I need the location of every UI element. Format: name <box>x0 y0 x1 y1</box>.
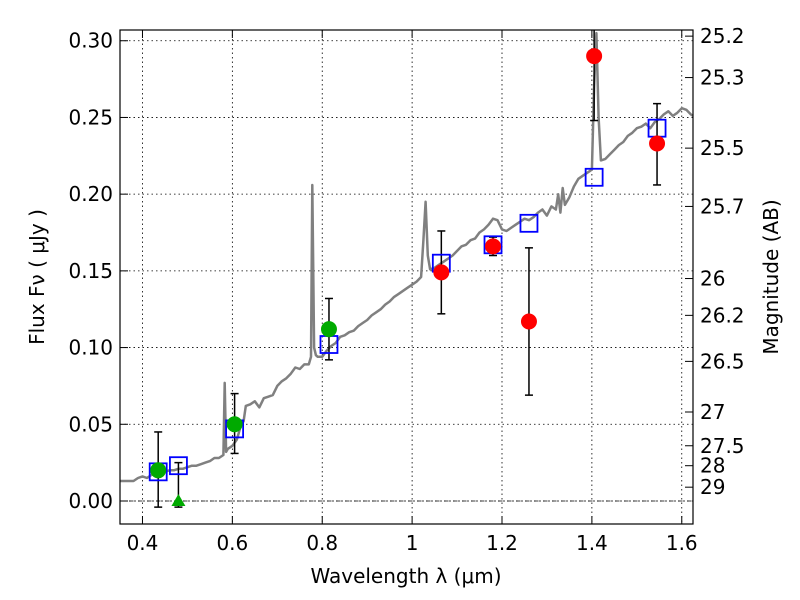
magnitude-tick-label: 25.5 <box>700 136 745 160</box>
magnitude-tick-label: 26 <box>700 267 725 291</box>
optical-flux-point <box>226 416 243 433</box>
model-photometry-square <box>584 167 604 187</box>
y-tick-label: 0.00 <box>68 489 113 513</box>
x-axis-ticks: 0.4 0.6 0.8 1 1.2 1.4 1.6 <box>127 30 698 555</box>
nir-flux-point <box>520 313 537 330</box>
magnitude-tick-label: 29 <box>700 475 725 499</box>
x-tick-label: 0.4 <box>127 531 159 555</box>
x-tick-label: 1.6 <box>666 531 698 555</box>
model-photometry-square <box>169 456 188 476</box>
y-tick-label: 0.25 <box>68 105 113 129</box>
magnitude-tick-label: 27 <box>700 400 725 424</box>
plot-frame <box>119 29 694 525</box>
x-tick-label: 1 <box>406 531 419 555</box>
y-axis-label: Flux Fν ( μJy ) <box>25 209 49 345</box>
x-tick-label: 0.8 <box>306 531 338 555</box>
y-tick-label: 0.10 <box>68 336 113 360</box>
magnitude-tick-label: 25.7 <box>700 194 745 218</box>
plot-background <box>120 30 693 524</box>
upper-limit-triangle <box>171 493 186 506</box>
nir-flux-point <box>649 135 666 152</box>
y-tick-label: 0.15 <box>68 259 113 283</box>
y-tick-label: 0.30 <box>68 29 113 53</box>
x-tick-label: 0.6 <box>216 531 248 555</box>
y-axis-ticks: 0.00 0.05 0.10 0.15 0.20 0.25 0.30 <box>68 29 128 513</box>
magnitude-tick-label: 28 <box>700 454 725 478</box>
x-tick-label: 1.2 <box>486 531 518 555</box>
nir-flux-point <box>485 238 502 255</box>
model-photometry-square <box>519 213 539 233</box>
y-tick-label: 0.20 <box>68 182 113 206</box>
magnitude-tick-label: 25.3 <box>700 66 745 90</box>
magnitude-tick-label: 26.5 <box>700 349 745 373</box>
x-axis-label: Wavelength λ (μm) <box>310 564 501 588</box>
x-tick-label: 1.4 <box>576 531 608 555</box>
nir-flux-point <box>586 48 603 65</box>
observed-points <box>150 48 666 506</box>
y-tick-label: 0.05 <box>68 412 113 436</box>
magnitude-tick-label: 25.2 <box>700 24 745 48</box>
optical-flux-point <box>150 462 167 479</box>
magnitude-tick-label: 26.2 <box>700 303 745 327</box>
magnitude-tick-label: 27.5 <box>700 434 745 458</box>
magnitude-axis-label: Magnitude (AB) <box>759 199 783 354</box>
nir-flux-point <box>433 264 450 281</box>
error-bars <box>154 30 662 508</box>
optical-flux-point <box>320 321 337 338</box>
